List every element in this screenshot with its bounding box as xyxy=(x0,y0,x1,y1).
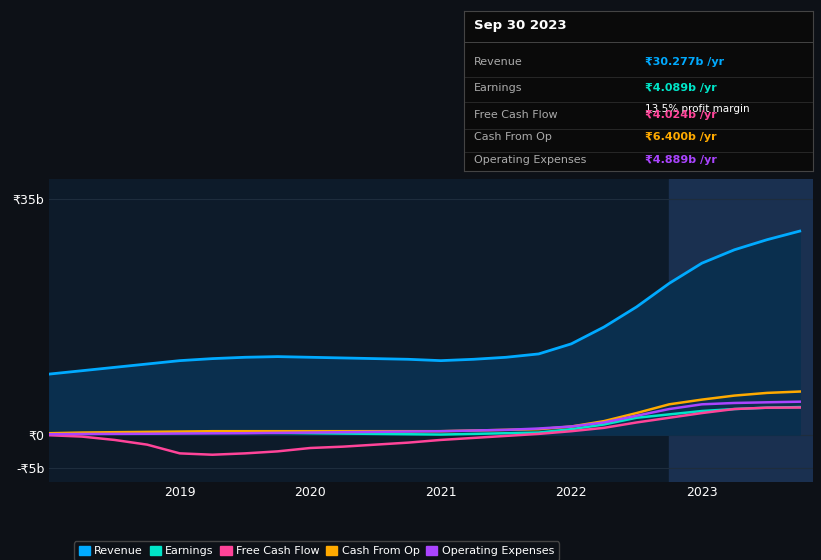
Text: 13.5% profit margin: 13.5% profit margin xyxy=(645,104,750,114)
Text: Sep 30 2023: Sep 30 2023 xyxy=(475,19,567,32)
Text: ₹4.889b /yr: ₹4.889b /yr xyxy=(645,155,718,165)
Text: ₹4.024b /yr: ₹4.024b /yr xyxy=(645,110,717,120)
Text: Revenue: Revenue xyxy=(475,57,523,67)
Legend: Revenue, Earnings, Free Cash Flow, Cash From Op, Operating Expenses: Revenue, Earnings, Free Cash Flow, Cash … xyxy=(74,542,559,560)
Bar xyxy=(669,179,813,482)
Text: ₹4.089b /yr: ₹4.089b /yr xyxy=(645,83,717,93)
Text: Earnings: Earnings xyxy=(475,83,523,93)
Text: Free Cash Flow: Free Cash Flow xyxy=(475,110,558,120)
Text: Cash From Op: Cash From Op xyxy=(475,132,553,142)
Text: Operating Expenses: Operating Expenses xyxy=(475,155,587,165)
Text: ₹30.277b /yr: ₹30.277b /yr xyxy=(645,57,724,67)
Text: ₹6.400b /yr: ₹6.400b /yr xyxy=(645,132,717,142)
